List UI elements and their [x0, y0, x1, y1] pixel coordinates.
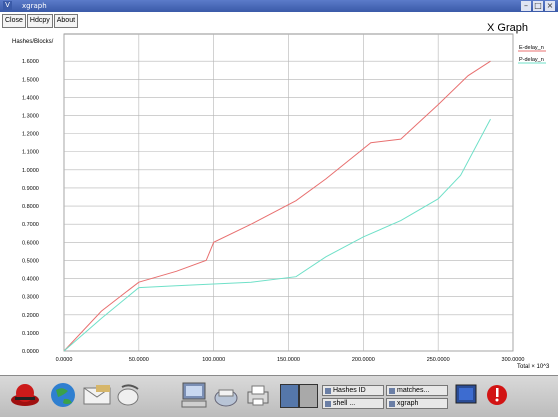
window-icon [389, 400, 395, 407]
minimize-button[interactable]: – [521, 1, 531, 11]
line-chart: Hashes/Blocks/ 0.00000.10000.20000.30000… [12, 33, 550, 370]
x-tick-label: 50.0000 [129, 357, 149, 363]
window-icon [389, 387, 395, 394]
hardcopy-button[interactable]: Hdcpy [26, 14, 53, 28]
task-label: Hashes ID [333, 387, 366, 394]
x-tick-label: 0.0000 [56, 357, 73, 363]
maximize-button[interactable]: □ [533, 1, 543, 11]
y-tick-label: 0.8000 [22, 204, 39, 210]
task-button-matches[interactable]: matches... [386, 385, 448, 396]
close-window-button[interactable]: × [545, 1, 555, 11]
mail-icon[interactable] [82, 383, 112, 407]
y-tick-label: 0.1000 [22, 331, 39, 337]
y-tick-label: 1.6000 [22, 59, 39, 65]
y-tick-label: 1.3000 [22, 114, 39, 120]
graph-title: X Graph [487, 22, 528, 34]
task-button-shell[interactable]: shell ... [322, 398, 384, 409]
y-tick-label: 0.5000 [22, 258, 39, 264]
window-controls: – □ × [521, 1, 555, 11]
globe-icon[interactable] [50, 381, 76, 409]
x-axis-label: Total × 10^3 [517, 364, 550, 370]
x-tick-label: 300.0000 [502, 357, 525, 363]
task-label: xgraph [397, 400, 419, 407]
title-bar: V xgraph – □ × [0, 0, 558, 12]
series-line-E-delay_n [63, 60, 491, 352]
power-icon[interactable] [486, 384, 508, 406]
legend-label: P-delay_n [519, 57, 544, 63]
y-tick-label: 0.3000 [22, 295, 39, 301]
task-label: shell ... [333, 400, 356, 407]
window-icon [325, 400, 331, 407]
task-button-xgraph[interactable]: xgraph [386, 398, 448, 409]
redhat-icon[interactable] [10, 382, 40, 408]
printer-settings-icon[interactable] [245, 383, 271, 409]
x-tick-label: 100.0000 [202, 357, 225, 363]
x-tick-label: 200.0000 [352, 357, 375, 363]
y-tick-label: 0.9000 [22, 186, 39, 192]
desktop-pager-2[interactable] [299, 384, 318, 408]
y-tick-label: 1.1000 [22, 150, 39, 156]
y-tick-label: 0.6000 [22, 240, 39, 246]
grid-lines [63, 33, 514, 352]
mouse-icon[interactable] [114, 383, 144, 407]
y-tick-label: 0.0000 [22, 349, 39, 355]
series-lines [63, 60, 491, 352]
close-button[interactable]: Close [2, 14, 26, 28]
y-tick-labels: 0.0000 0.1000 0.2000 0.3000 0.4000 0.5000 0.60… [22, 59, 39, 355]
task-label: matches... [397, 387, 430, 394]
series-line-P-delay_n [63, 118, 491, 352]
y-tick-label: 0.7000 [22, 222, 39, 228]
window-title: xgraph [22, 2, 47, 10]
task-button-hashes[interactable]: Hashes ID [322, 385, 384, 396]
x-tick-label: 150.0000 [277, 357, 300, 363]
window-menu-icon[interactable]: V [3, 1, 12, 10]
about-button[interactable]: About [53, 14, 79, 28]
y-tick-label: 1.5000 [22, 77, 39, 83]
legend: E-delay_n P-delay_n [518, 45, 546, 64]
printer-icon[interactable] [213, 384, 239, 408]
graph-toolbar: Close Hdcpy About [2, 14, 79, 28]
y-tick-label: 0.2000 [22, 313, 39, 319]
window-icon [325, 387, 331, 394]
x-tick-labels: 0.0000 50.0000 100.0000 150.0000 200.0000 250… [56, 357, 525, 363]
y-tick-label: 1.2000 [22, 132, 39, 138]
x-tick-label: 250.0000 [427, 357, 450, 363]
y-tick-label: 1.4000 [22, 95, 39, 101]
legend-label: E-delay_n [519, 45, 544, 51]
desktop-pager-1[interactable] [280, 384, 299, 408]
y-axis-label: Hashes/Blocks/ [12, 39, 54, 45]
monitor-icon[interactable] [454, 382, 478, 408]
y-tick-label: 1.0000 [22, 168, 39, 174]
y-tick-label: 0.4000 [22, 277, 39, 283]
taskbar: Hashes ID matches... shell ... xgraph [0, 375, 558, 417]
workstation-icon[interactable] [180, 381, 208, 409]
